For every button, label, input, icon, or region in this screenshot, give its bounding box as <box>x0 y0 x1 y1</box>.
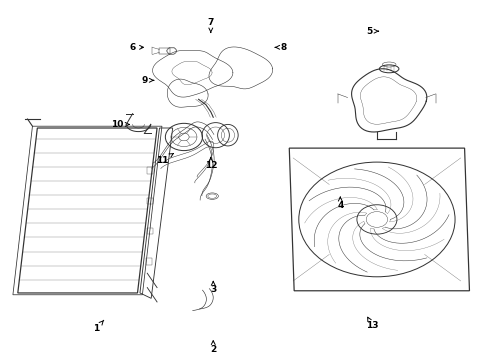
Bar <box>147 167 153 174</box>
Text: 3: 3 <box>210 282 217 294</box>
Bar <box>147 228 152 234</box>
Text: 4: 4 <box>337 197 343 210</box>
Text: 13: 13 <box>366 317 378 330</box>
Text: 2: 2 <box>210 341 217 354</box>
Text: 12: 12 <box>204 158 217 170</box>
Text: 10: 10 <box>111 120 129 129</box>
Text: 6: 6 <box>129 43 144 52</box>
Text: 5: 5 <box>367 27 378 36</box>
Bar <box>147 198 153 204</box>
Text: 1: 1 <box>93 320 104 333</box>
Bar <box>159 48 170 54</box>
Text: 8: 8 <box>275 43 287 52</box>
Text: 9: 9 <box>142 76 154 85</box>
Text: 11: 11 <box>156 153 173 165</box>
Bar <box>147 258 152 265</box>
Text: 7: 7 <box>208 18 214 32</box>
